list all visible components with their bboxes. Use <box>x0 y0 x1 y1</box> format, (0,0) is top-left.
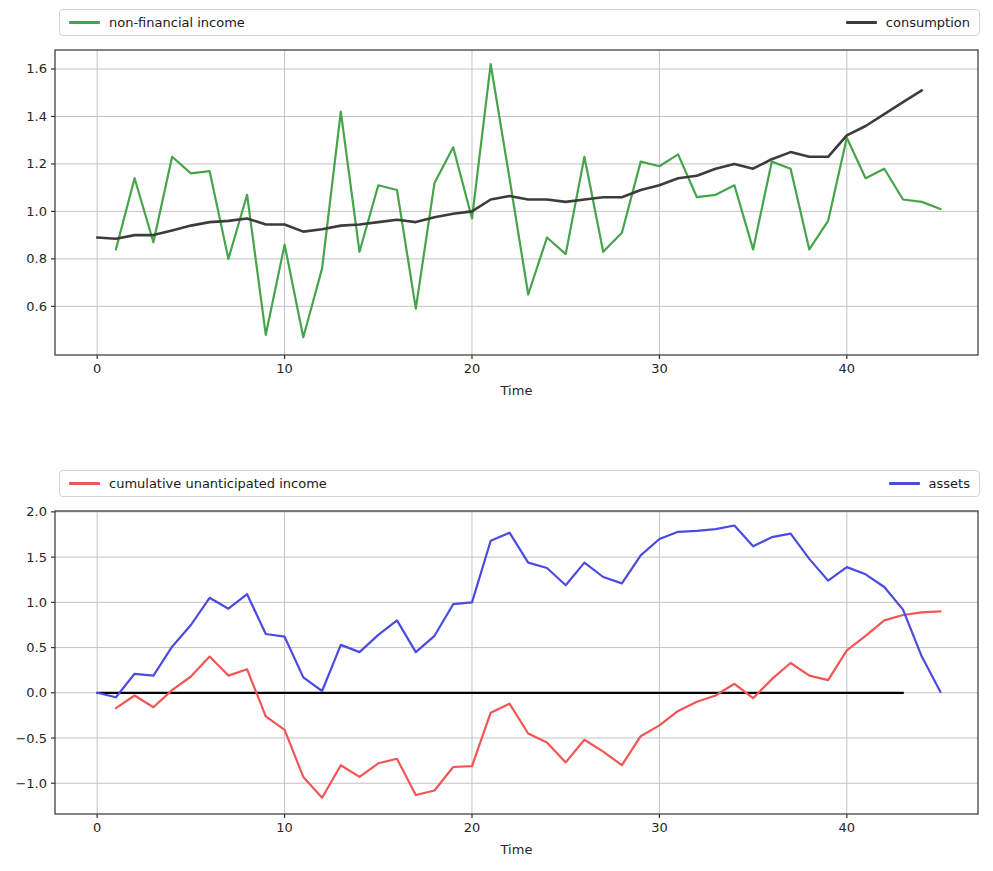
legend-label: non-financial income <box>109 14 245 31</box>
top-chart: 0 10 20 30 40 0.6 0.8 1.0 1.2 1.4 1.6 Time <box>26 50 978 398</box>
dark-line-swatch <box>846 21 877 24</box>
y-tick-label: −1.0 <box>15 776 47 791</box>
y-tick-label: 1.4 <box>26 109 47 124</box>
legend-item-cumulative-unanticipated-income: cumulative unanticipated income <box>69 475 327 492</box>
y-tick-label: 1.6 <box>26 61 47 76</box>
axes-frame <box>55 50 978 355</box>
line-charts-canvas: 0 10 20 30 40 0.6 0.8 1.0 1.2 1.4 1.6 Time 0 10 20 30 40… <box>0 0 993 871</box>
x-tick-label: 10 <box>276 361 293 376</box>
y-tick-label: 1.5 <box>26 550 47 565</box>
figure: non-financial income consumption cumulat… <box>0 0 993 871</box>
x-axis-label: Time <box>500 842 533 857</box>
x-tick-label: 20 <box>464 361 481 376</box>
red-line-swatch <box>69 482 100 485</box>
legend-item-non-financial-income: non-financial income <box>69 14 245 31</box>
series-consumption <box>97 90 922 238</box>
y-tick-label: 0.6 <box>26 299 47 314</box>
x-tick-label: 10 <box>276 820 293 835</box>
x-tick-label: 20 <box>464 820 481 835</box>
x-tick-label: 30 <box>651 361 668 376</box>
legend-item-consumption: consumption <box>846 14 970 31</box>
y-tick-label: 0.8 <box>26 251 47 266</box>
x-tick-label: 0 <box>93 820 101 835</box>
y-tick-label: 1.2 <box>26 156 47 171</box>
y-tick-label: 0.0 <box>26 685 47 700</box>
top-chart-legend: non-financial income consumption <box>59 9 980 36</box>
series-cumulative-unanticipated-income <box>116 611 941 797</box>
bottom-chart-legend: cumulative unanticipated income assets <box>59 470 980 497</box>
legend-label: consumption <box>886 14 970 31</box>
x-tick-label: 40 <box>839 361 856 376</box>
x-tick-label: 40 <box>839 820 856 835</box>
bottom-chart: 0 10 20 30 40 2.0 1.5 1.0 0.5 0.0 −0.5 −1.0 Time <box>15 504 978 857</box>
y-tick-label: 0.5 <box>26 640 47 655</box>
legend-label: assets <box>929 475 970 492</box>
blue-line-swatch <box>889 482 920 485</box>
y-tick-label: 2.0 <box>26 504 47 519</box>
legend-label: cumulative unanticipated income <box>109 475 327 492</box>
x-tick-label: 0 <box>93 361 101 376</box>
y-tick-label: 1.0 <box>26 595 47 610</box>
legend-item-assets: assets <box>889 475 970 492</box>
x-axis-label: Time <box>500 383 533 398</box>
green-line-swatch <box>69 21 100 24</box>
y-tick-label: 1.0 <box>26 204 47 219</box>
y-tick-label: −0.5 <box>15 731 47 746</box>
x-tick-label: 30 <box>651 820 668 835</box>
